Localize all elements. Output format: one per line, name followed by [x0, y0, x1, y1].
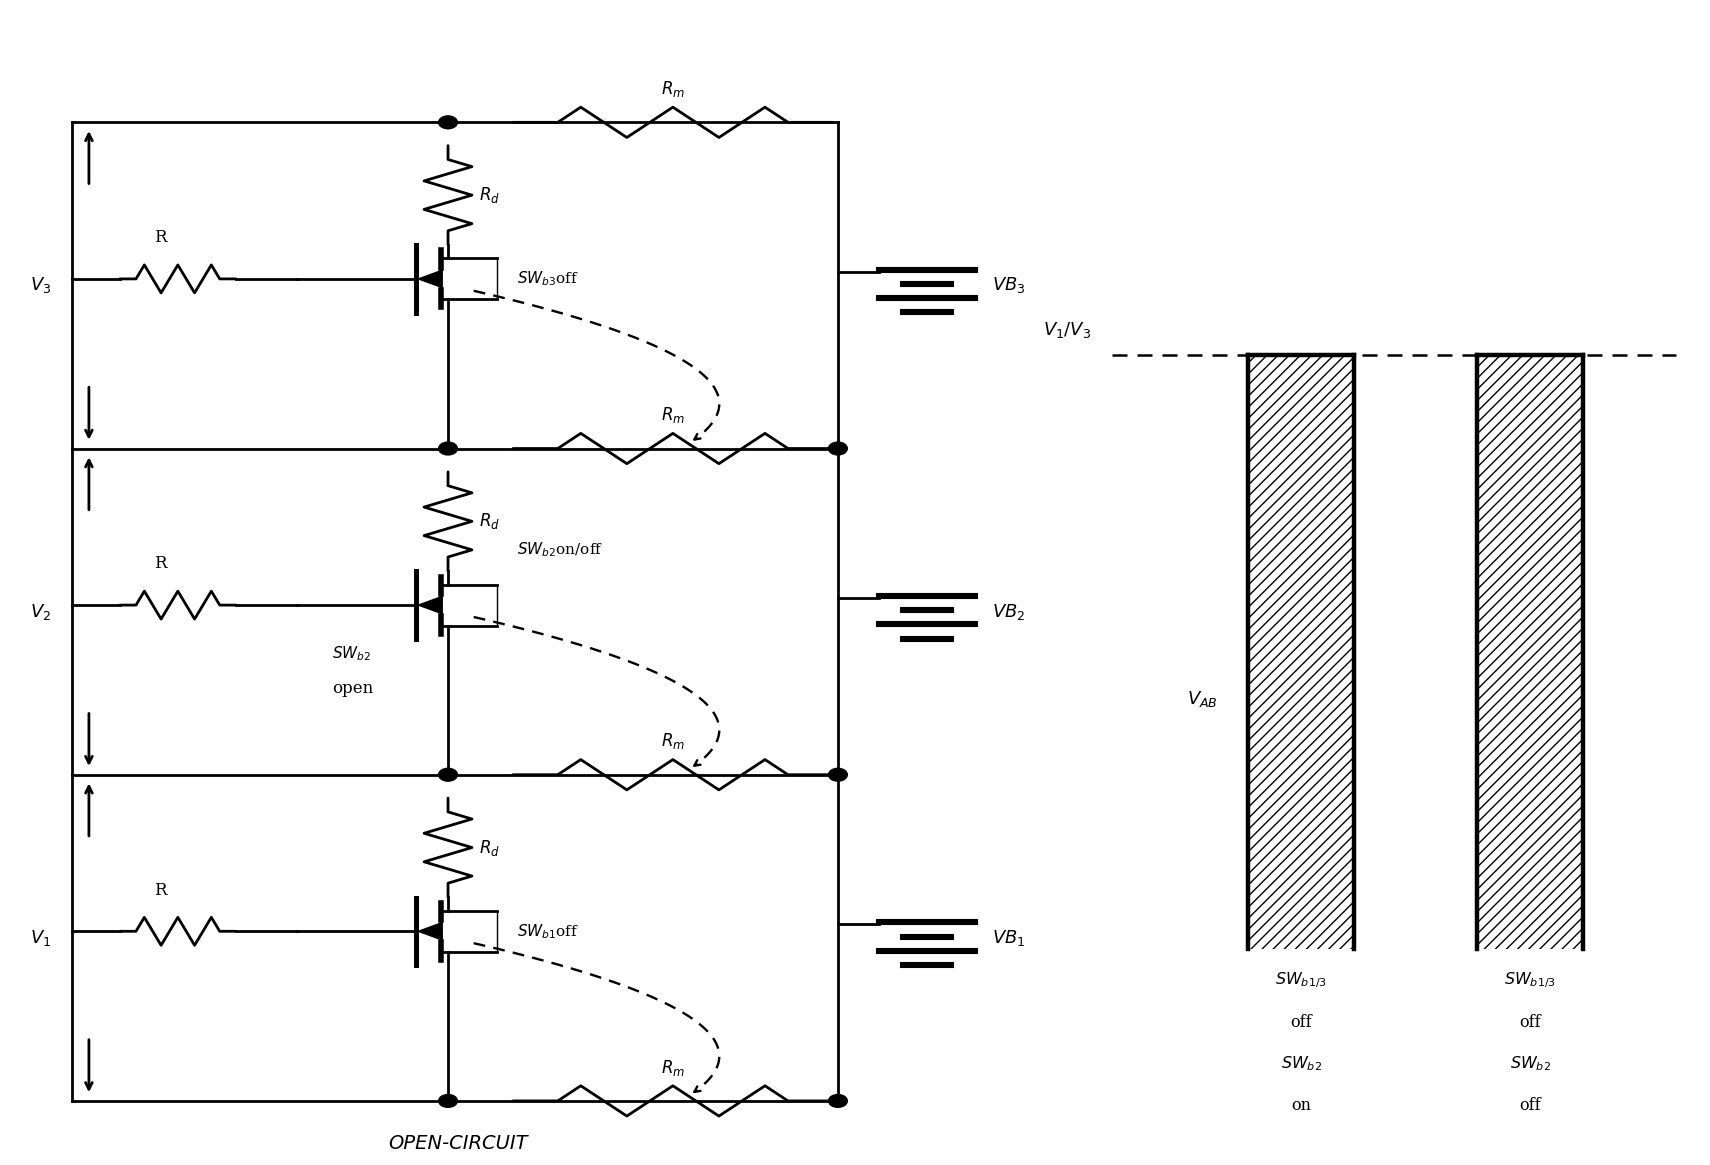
Text: $SW_{b1/3}$: $SW_{b1/3}$ — [1505, 970, 1556, 990]
Text: $V_2$: $V_2$ — [31, 601, 51, 622]
Text: R: R — [154, 556, 166, 572]
Text: $VB_3$: $VB_3$ — [992, 275, 1026, 296]
Text: off: off — [1520, 1014, 1541, 1031]
Text: $V_3$: $V_3$ — [31, 275, 51, 296]
Text: $R_d$: $R_d$ — [479, 511, 499, 531]
Text: $VB_1$: $VB_1$ — [992, 927, 1026, 948]
Text: $V_1/V_3$: $V_1/V_3$ — [1043, 320, 1091, 340]
Text: $SW_{b1}$off: $SW_{b1}$off — [516, 922, 580, 940]
Text: $V_{AB}$: $V_{AB}$ — [1187, 689, 1218, 709]
Text: $R_m$: $R_m$ — [660, 732, 686, 751]
Text: $R_m$: $R_m$ — [660, 405, 686, 425]
Text: $R_m$: $R_m$ — [660, 79, 686, 99]
Circle shape — [438, 1095, 458, 1107]
Text: OPEN-CIRCUIT: OPEN-CIRCUIT — [388, 1135, 528, 1153]
Text: off: off — [1520, 1097, 1541, 1115]
Text: $SW_{b3}$off: $SW_{b3}$off — [516, 269, 580, 288]
Circle shape — [828, 1095, 848, 1107]
Text: open: open — [332, 680, 373, 698]
Text: R: R — [154, 230, 166, 246]
Circle shape — [438, 769, 458, 781]
Polygon shape — [419, 270, 443, 288]
Circle shape — [828, 442, 848, 456]
Text: R: R — [154, 882, 166, 898]
Text: on: on — [1291, 1097, 1312, 1115]
Polygon shape — [419, 923, 443, 940]
Text: $SW_{b2}$: $SW_{b2}$ — [332, 644, 371, 663]
Polygon shape — [419, 596, 443, 614]
Text: $R_d$: $R_d$ — [479, 838, 499, 857]
Bar — [1477, 355, 1583, 949]
Text: $VB_2$: $VB_2$ — [992, 601, 1026, 622]
Text: $R_m$: $R_m$ — [660, 1058, 686, 1078]
Bar — [1248, 355, 1354, 949]
Circle shape — [828, 769, 848, 781]
Text: $R_d$: $R_d$ — [479, 185, 499, 205]
Text: $SW_{b2}$: $SW_{b2}$ — [1281, 1054, 1322, 1073]
Text: off: off — [1291, 1014, 1312, 1031]
Text: $V_1$: $V_1$ — [31, 927, 51, 948]
Text: $SW_{b1/3}$: $SW_{b1/3}$ — [1276, 970, 1327, 990]
Circle shape — [438, 116, 458, 129]
Text: $SW_{b2}$on/off: $SW_{b2}$on/off — [516, 539, 604, 558]
Text: $SW_{b2}$: $SW_{b2}$ — [1510, 1054, 1551, 1073]
Circle shape — [438, 442, 458, 456]
